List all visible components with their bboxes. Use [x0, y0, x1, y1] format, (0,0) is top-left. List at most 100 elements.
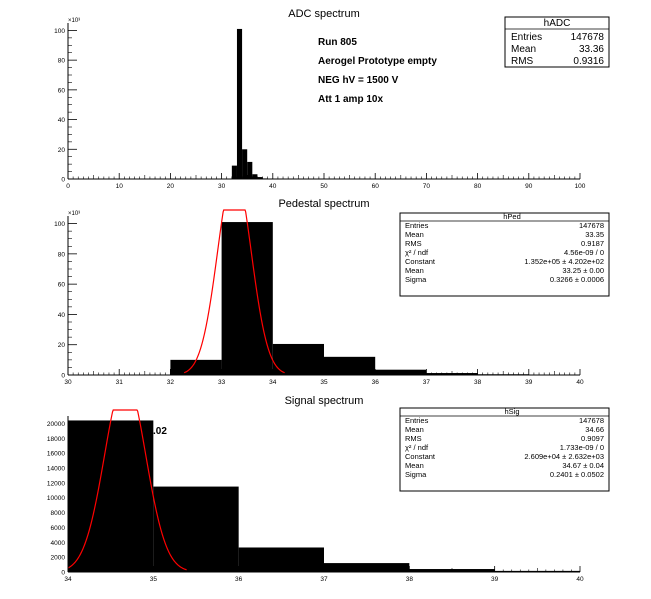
gaussian-fit-curve	[67, 409, 187, 571]
hped-stats-box: hPed Entries 147678 Mean 33.35 RMS 0.918…	[399, 212, 610, 297]
hsig-stat-label: Constant	[405, 452, 436, 461]
y-tick-label: 100	[54, 28, 65, 35]
x-tick-label: 35	[320, 379, 328, 386]
y-tick-label: 60	[58, 282, 66, 289]
histogram-bin	[68, 420, 154, 572]
histogram-bin	[324, 563, 410, 572]
gaussian-fit-curve	[183, 209, 285, 374]
x-tick-label: 35	[150, 576, 158, 583]
adc-y-exponent: ×10³	[68, 18, 80, 24]
x-tick-label: 37	[320, 576, 328, 583]
hsig-stat-value: 1.733e-09 / 0	[560, 443, 604, 452]
hsig-stat-value: 0.2401 ± 0.0502	[550, 470, 604, 479]
hped-stat-value: 1.352e+05 ± 4.202e+02	[524, 257, 604, 266]
y-tick-label: 20	[58, 342, 66, 349]
x-tick-label: 37	[423, 379, 431, 386]
y-tick-label: 100	[54, 221, 65, 228]
histogram-bin	[242, 149, 248, 179]
x-tick-label: 90	[525, 183, 533, 190]
x-tick-label: 32	[167, 379, 175, 386]
x-tick-label: 34	[269, 379, 277, 386]
hadc-stat-value: 0.9316	[573, 56, 604, 67]
adc-spectrum-panel: 0 10 20 30 40 50 60 70 80 90 100 0 20 40 60 80 100 ADC s…	[54, 8, 610, 190]
x-tick-label: 0	[66, 183, 70, 190]
y-tick-label: 10000	[47, 495, 65, 502]
y-tick-label: 4000	[51, 540, 66, 547]
x-tick-label: 70	[423, 183, 431, 190]
pedestal-spectrum-panel: 30 31 32 33 34 35 36 37 38 39 40 0 20 40 60 80 100 Pedes…	[54, 198, 610, 386]
signal-spectrum-panel: 34 35 36 37 38 39 40 0 2000 4000 6000 8000 10000 1200…	[47, 395, 610, 583]
hsig-stat-label: Mean	[405, 425, 424, 434]
detector-annotation: Aerogel Prototype empty	[318, 56, 437, 67]
y-tick-label: 18000	[47, 436, 65, 443]
x-tick-label: 38	[474, 379, 482, 386]
y-tick-label: 16000	[47, 451, 65, 458]
x-tick-label: 50	[320, 183, 328, 190]
hadc-stat-value: 147678	[571, 32, 605, 43]
histogram-bin	[257, 177, 263, 179]
hped-stat-value: 0.3266 ± 0.0006	[550, 275, 604, 284]
hsig-stat-label: Sigma	[405, 470, 427, 479]
y-tick-label: 8000	[51, 510, 66, 517]
hsig-stat-label: RMS	[405, 434, 422, 443]
histogram-bin	[170, 359, 222, 375]
y-tick-label: 20000	[47, 421, 65, 428]
y-tick-label: 12000	[47, 480, 65, 487]
x-tick-label: 40	[269, 183, 277, 190]
signal-annotation: .02	[153, 426, 167, 437]
hped-stat-label: Entries	[405, 221, 429, 230]
hsig-stat-value: 34.67 ± 0.04	[562, 461, 604, 470]
x-tick-label: 30	[64, 379, 72, 386]
y-tick-label: 80	[58, 58, 66, 65]
hsig-stat-label: Entries	[405, 416, 429, 425]
pedestal-title: Pedestal spectrum	[278, 198, 369, 210]
x-tick-label: 36	[235, 576, 243, 583]
hped-stat-label: RMS	[405, 239, 422, 248]
hped-stat-value: 33.25 ± 0.00	[562, 266, 604, 275]
x-tick-label: 33	[218, 379, 226, 386]
histogram-bin	[231, 165, 237, 179]
x-tick-label: 20	[167, 183, 175, 190]
y-tick-label: 14000	[47, 466, 65, 473]
hped-stat-label: Mean	[405, 230, 424, 239]
x-tick-label: 30	[218, 183, 226, 190]
y-tick-label: 40	[58, 312, 66, 319]
hped-stats-name: hPed	[503, 212, 521, 221]
hped-stat-value: 4.56e-09 / 0	[564, 248, 604, 257]
histogram-bin	[153, 486, 239, 572]
hsig-stat-value: 34.66	[585, 425, 604, 434]
hped-stat-label: Constant	[405, 257, 436, 266]
hped-stat-value: 0.9187	[581, 239, 604, 248]
hped-stat-label: χ² / ndf	[405, 248, 429, 257]
histogram-bin	[238, 547, 324, 572]
hped-stat-value: 147678	[579, 221, 604, 230]
hsig-stat-label: Mean	[405, 461, 424, 470]
y-tick-label: 0	[61, 177, 65, 184]
hsig-stats-box: hSig Entries 147678 Mean 34.66 RMS 0.909…	[399, 407, 610, 492]
hadc-stat-label: Mean	[511, 44, 536, 55]
voltage-annotation: NEG hV = 1500 V	[318, 75, 399, 86]
x-tick-label: 10	[116, 183, 124, 190]
x-tick-label: 100	[575, 183, 586, 190]
histogram-bin	[252, 174, 258, 179]
y-tick-label: 0	[61, 373, 65, 380]
histogram-bin	[324, 356, 376, 375]
hsig-stat-value: 0.9097	[581, 434, 604, 443]
x-tick-label: 40	[576, 379, 584, 386]
y-tick-label: 6000	[51, 525, 66, 532]
x-tick-label: 38	[406, 576, 414, 583]
run-annotation: Run 805	[318, 37, 357, 48]
y-tick-label: 0	[61, 570, 65, 577]
x-tick-label: 39	[525, 379, 533, 386]
x-tick-label: 34	[64, 576, 72, 583]
x-tick-label: 36	[372, 379, 380, 386]
attenuation-annotation: Att 1 amp 10x	[318, 94, 383, 105]
y-tick-label: 20	[58, 147, 66, 154]
histogram-bin	[272, 343, 324, 375]
hsig-stats-name: hSig	[504, 407, 519, 416]
hped-stat-value: 33.35	[585, 230, 604, 239]
x-tick-label: 40	[576, 576, 584, 583]
hadc-stat-label: Entries	[511, 32, 542, 43]
x-tick-label: 60	[372, 183, 380, 190]
